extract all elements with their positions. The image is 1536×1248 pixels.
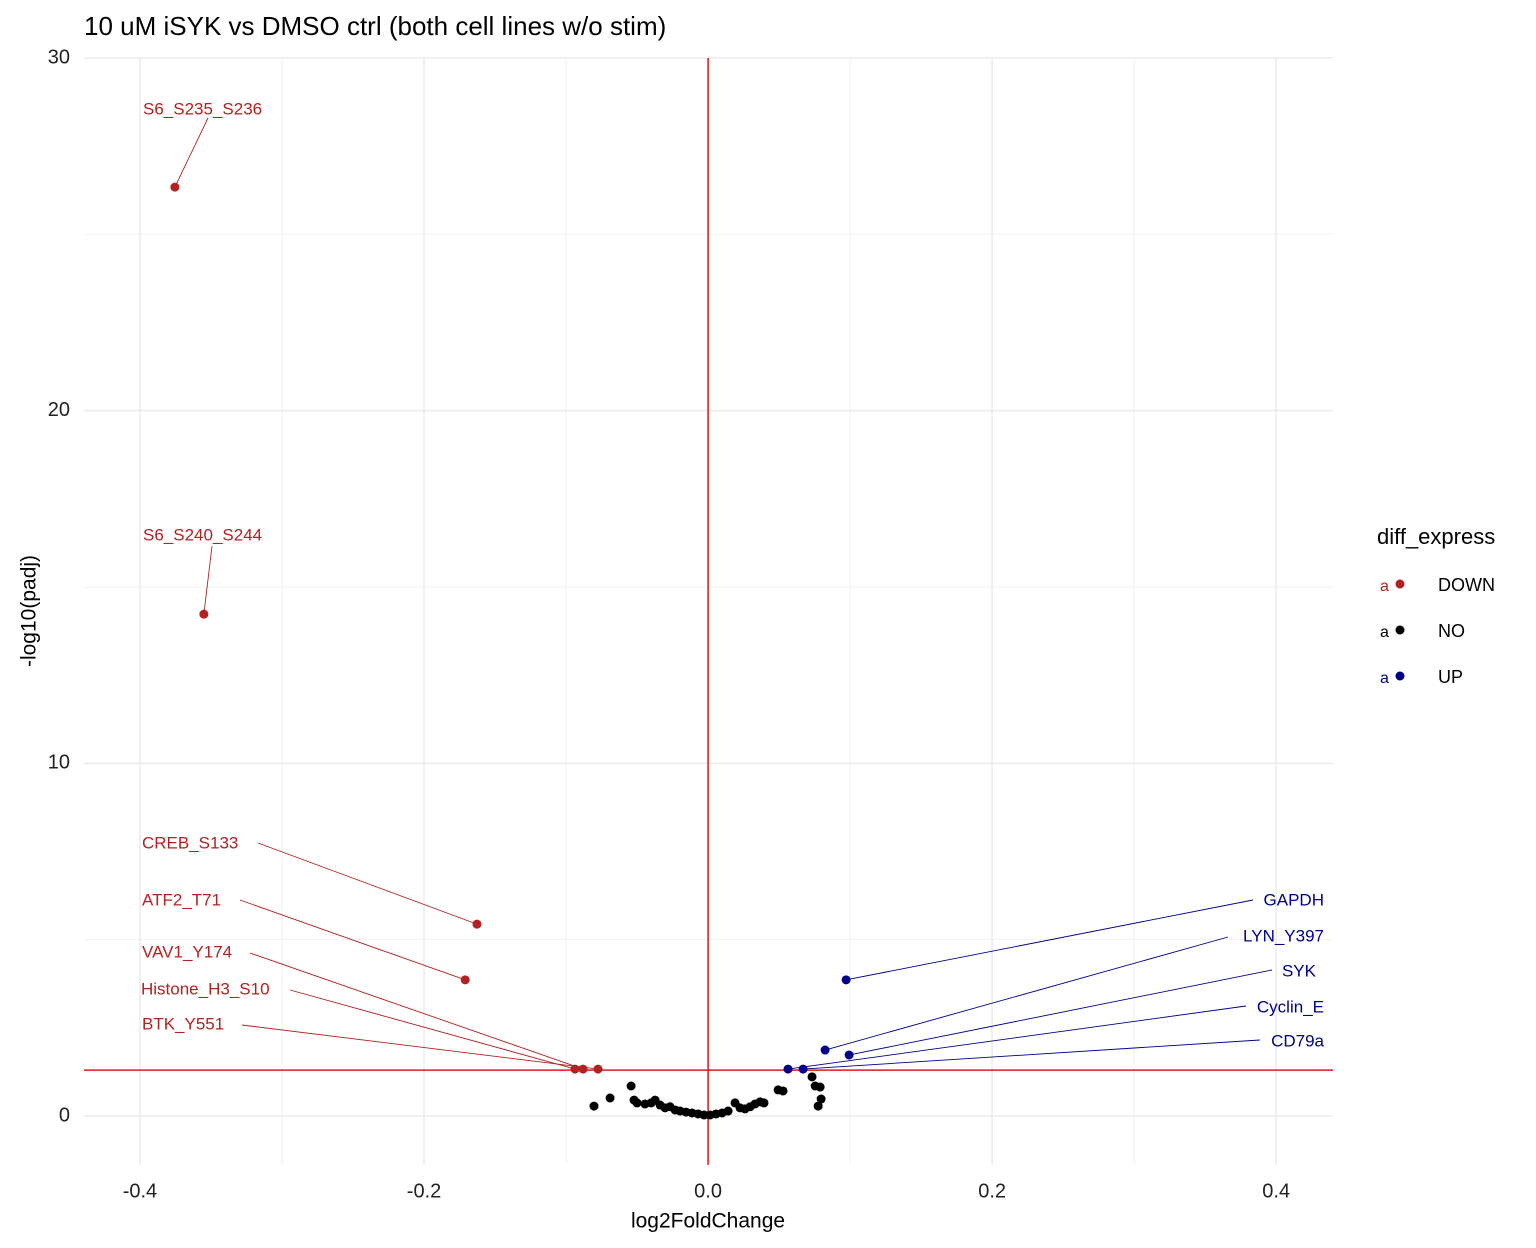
legend-label: NO (1438, 621, 1465, 641)
legend-key-text: a (1380, 670, 1389, 687)
leader-line (289, 989, 576, 1070)
leader-line (803, 1039, 1261, 1070)
point (723, 1106, 733, 1116)
point (199, 609, 209, 619)
point (820, 1045, 830, 1055)
chart-title: 10 uM iSYK vs DMSO ctrl (both cell lines… (84, 11, 666, 41)
x-tick-label: -0.4 (123, 1180, 157, 1202)
x-tick-label: 0.0 (694, 1180, 722, 1202)
point (460, 975, 470, 985)
x-axis-title: log2FoldChange (631, 1210, 785, 1233)
point-label: LYN_Y397 (1243, 926, 1324, 945)
leader-line (257, 842, 478, 925)
point-label: CD79a (1271, 1031, 1324, 1050)
point (798, 1064, 808, 1074)
point (807, 1072, 817, 1082)
point (632, 1098, 642, 1108)
leader-line (824, 936, 1229, 1051)
point-label: Histone_H3_S10 (141, 979, 270, 998)
x-tick-label: -0.2 (407, 1180, 441, 1202)
point (778, 1086, 788, 1096)
point-label: S6_S235_S236 (143, 99, 262, 118)
point (626, 1081, 636, 1091)
legend-marker (1395, 671, 1405, 681)
y-tick-label: 0 (59, 1104, 70, 1126)
y-tick-label: 10 (48, 752, 70, 774)
point-label: BTK_Y551 (142, 1014, 224, 1033)
point-label: Cyclin_E (1257, 997, 1324, 1016)
leader-line (846, 899, 1254, 981)
point-label: GAPDH (1264, 890, 1324, 909)
point-label: CREB_S133 (142, 833, 238, 852)
leader-line (241, 1024, 599, 1070)
point (816, 1094, 826, 1104)
legend-marker (1395, 579, 1405, 589)
y-tick-label: 30 (48, 46, 70, 68)
leader-line (239, 899, 466, 981)
point (170, 182, 180, 192)
point (605, 1093, 615, 1103)
point (593, 1064, 603, 1074)
point (815, 1082, 825, 1092)
y-axis-title: -log10(padj) (18, 555, 41, 667)
point (844, 1050, 854, 1060)
leader-line (849, 969, 1273, 1056)
legend-title: diff_express (1377, 524, 1495, 549)
legend-label: DOWN (1438, 575, 1495, 595)
legend-key-text: a (1380, 578, 1389, 595)
point (578, 1064, 588, 1074)
legend-label: UP (1438, 667, 1463, 687)
point-label: SYK (1282, 961, 1317, 980)
legend-marker (1395, 625, 1405, 635)
point (472, 919, 482, 929)
point (589, 1101, 599, 1111)
point-label: S6_S240_S244 (143, 525, 262, 544)
point (570, 1064, 580, 1074)
point (813, 1101, 823, 1111)
y-tick-label: 20 (48, 399, 70, 421)
leader-line (203, 545, 213, 615)
x-tick-label: 0.4 (1262, 1180, 1290, 1202)
point-label: ATF2_T71 (142, 890, 221, 909)
leader-line (787, 1005, 1247, 1070)
point (759, 1098, 769, 1108)
x-tick-label: 0.2 (978, 1180, 1006, 1202)
point (783, 1064, 793, 1074)
leader-line (249, 952, 584, 1070)
legend-key-text: a (1380, 624, 1389, 641)
leader-line (174, 117, 209, 188)
point-label: VAV1_Y174 (142, 942, 232, 961)
point (841, 975, 851, 985)
